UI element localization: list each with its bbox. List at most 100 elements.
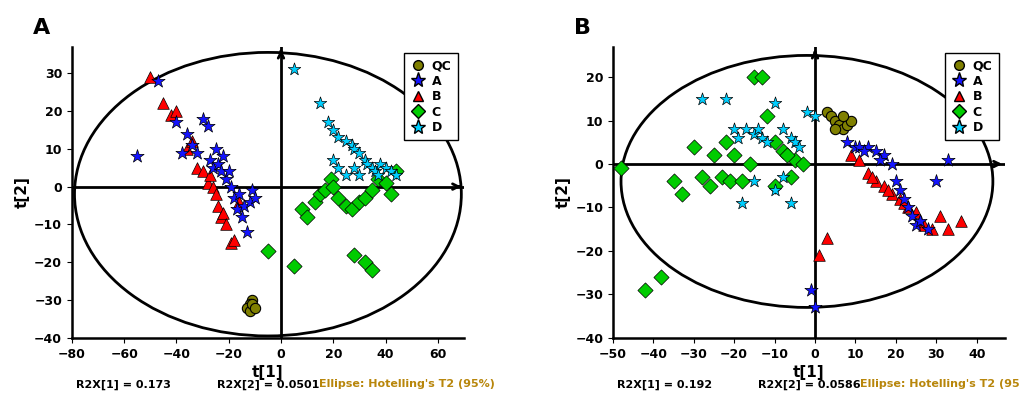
Point [891, 196, 907, 202]
Point [218, 176, 234, 183]
Text: B: B [573, 18, 590, 37]
Point [859, 143, 875, 150]
Point [351, 149, 367, 156]
Point [207, 145, 223, 152]
Point [765, 183, 782, 189]
Point [891, 187, 907, 193]
X-axis label: t[1]: t[1] [793, 365, 824, 380]
Point [387, 168, 404, 175]
Point [818, 109, 835, 115]
Point [213, 213, 229, 220]
Point [343, 206, 360, 213]
Point [915, 222, 931, 228]
Point [356, 194, 372, 201]
Point [835, 113, 851, 119]
Point [238, 229, 255, 235]
Point [851, 143, 867, 150]
Point [839, 139, 855, 145]
Point [247, 304, 263, 311]
Text: A: A [33, 18, 50, 37]
Point [317, 187, 333, 194]
Text: R2X[2] = 0.0501: R2X[2] = 0.0501 [217, 379, 319, 390]
Point [717, 96, 734, 102]
Point [802, 287, 818, 293]
Point [359, 161, 375, 167]
Point [754, 74, 770, 80]
Point [244, 297, 260, 303]
Point [843, 152, 859, 159]
Point [746, 130, 762, 137]
Point [903, 213, 919, 220]
Point [746, 74, 762, 80]
Point [325, 183, 341, 190]
Point [218, 221, 234, 228]
Point [895, 196, 911, 202]
Point [233, 213, 250, 220]
Point [129, 153, 146, 160]
Point [200, 123, 216, 129]
Point [205, 164, 221, 171]
Point [356, 259, 372, 265]
Point [236, 202, 253, 209]
Point [843, 117, 859, 124]
Point [887, 178, 903, 185]
Text: R2X[1] = 0.173: R2X[1] = 0.173 [75, 379, 170, 390]
Point [810, 252, 826, 259]
Point [285, 66, 302, 73]
Point [178, 130, 195, 137]
Point [225, 236, 242, 243]
Point [387, 172, 404, 178]
Point [685, 143, 701, 150]
Point [195, 115, 211, 122]
Point [382, 168, 398, 175]
Point [786, 139, 802, 145]
Legend: QC, A, B, C, D: QC, A, B, C, D [945, 53, 998, 140]
Point [163, 112, 179, 118]
Point [202, 157, 218, 164]
X-axis label: t[1]: t[1] [252, 365, 283, 380]
Point [244, 300, 260, 307]
Point [372, 161, 388, 167]
Point [851, 157, 867, 163]
Point [931, 213, 948, 220]
Point [338, 172, 355, 178]
Point [826, 126, 843, 133]
Point [285, 263, 302, 269]
Point [794, 161, 810, 167]
Point [911, 217, 927, 224]
Point [863, 174, 879, 180]
Point [330, 164, 346, 171]
Point [155, 100, 171, 107]
Point [742, 161, 758, 167]
Y-axis label: t[2]: t[2] [555, 176, 571, 208]
Point [173, 149, 190, 156]
Point [907, 222, 923, 228]
Point [312, 191, 328, 197]
Point [826, 117, 843, 124]
Point [189, 164, 205, 171]
Point [228, 206, 245, 213]
Point [757, 139, 773, 145]
Point [215, 210, 231, 216]
Point [757, 113, 773, 119]
Point [777, 152, 794, 159]
Point [806, 304, 822, 311]
Point [351, 172, 367, 178]
Point [322, 176, 338, 183]
Text: R2X[2] = 0.0586: R2X[2] = 0.0586 [757, 379, 860, 390]
Point [859, 169, 875, 176]
Text: Ellipse: Hotelling's T2 (95%): Ellipse: Hotelling's T2 (95%) [319, 379, 494, 389]
Point [664, 178, 681, 185]
Point [754, 135, 770, 141]
Point [765, 187, 782, 193]
Point [895, 200, 911, 206]
Point [325, 157, 341, 164]
Point [200, 180, 216, 186]
Point [923, 226, 940, 232]
Point [364, 267, 380, 273]
Point [242, 199, 258, 205]
Point [183, 142, 200, 148]
Point [806, 113, 822, 119]
Point [307, 199, 323, 205]
Point [940, 226, 956, 232]
